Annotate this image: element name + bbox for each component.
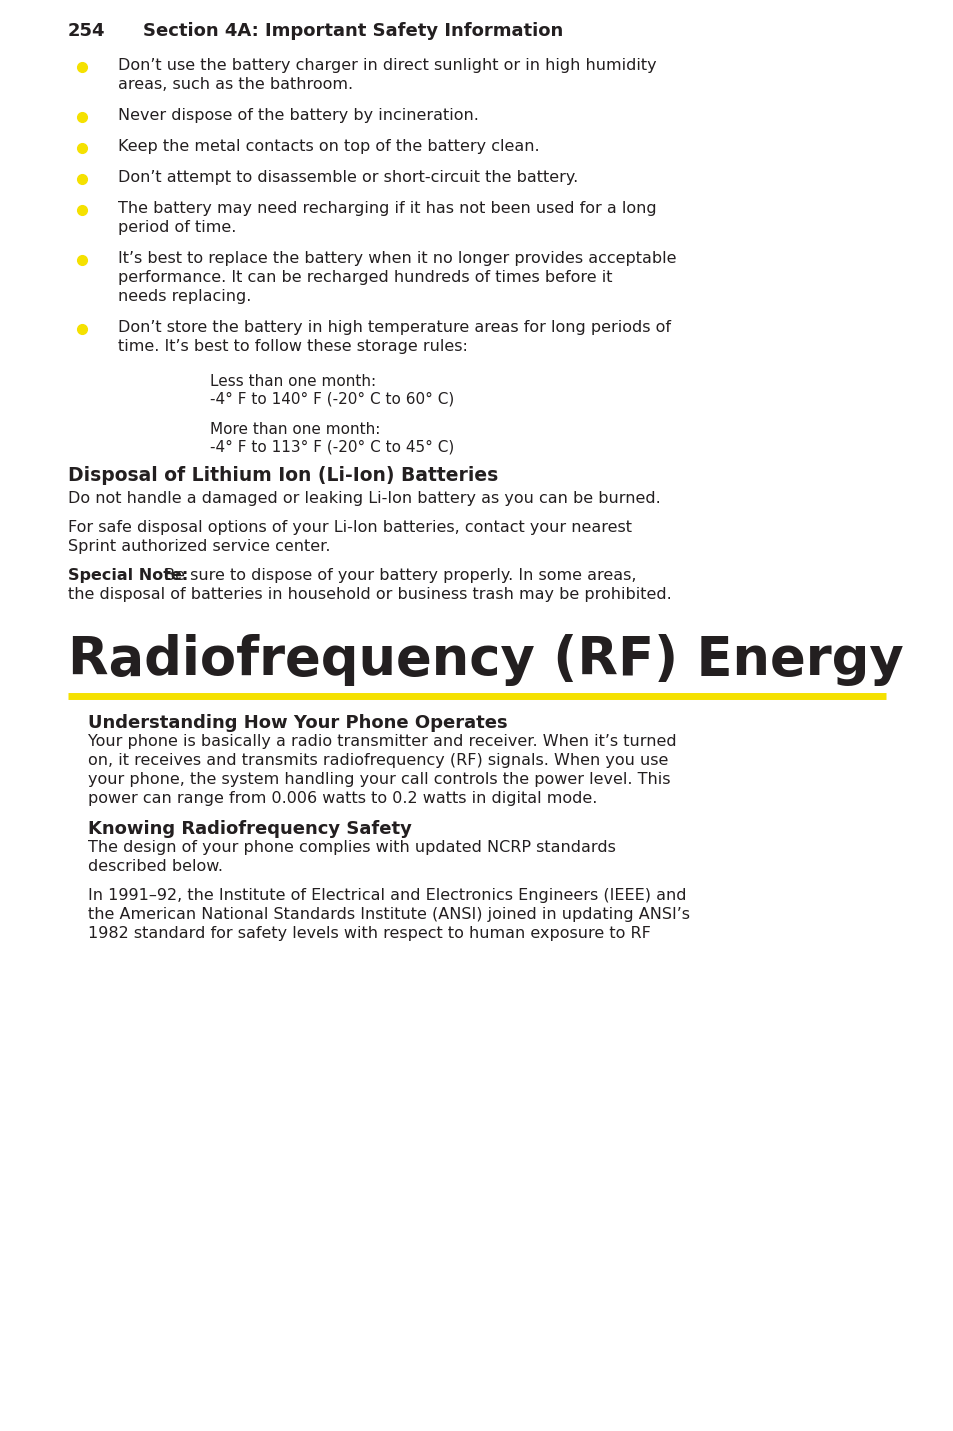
Text: Don’t store the battery in high temperature areas for long periods of: Don’t store the battery in high temperat… xyxy=(118,321,670,335)
Text: performance. It can be recharged hundreds of times before it: performance. It can be recharged hundred… xyxy=(118,270,612,285)
Text: Never dispose of the battery by incineration.: Never dispose of the battery by incinera… xyxy=(118,107,478,123)
Text: Keep the metal contacts on top of the battery clean.: Keep the metal contacts on top of the ba… xyxy=(118,139,539,155)
Text: described below.: described below. xyxy=(88,859,223,874)
Text: power can range from 0.006 watts to 0.2 watts in digital mode.: power can range from 0.006 watts to 0.2 … xyxy=(88,791,597,806)
Text: Do not handle a damaged or leaking Li-Ion battery as you can be burned.: Do not handle a damaged or leaking Li-Io… xyxy=(68,491,660,507)
Text: In 1991–92, the Institute of Electrical and Electronics Engineers (IEEE) and: In 1991–92, the Institute of Electrical … xyxy=(88,889,686,903)
Text: 1982 standard for safety levels with respect to human exposure to RF: 1982 standard for safety levels with res… xyxy=(88,926,650,942)
Text: Radiofrequency (RF) Energy: Radiofrequency (RF) Energy xyxy=(68,634,902,685)
Text: needs replacing.: needs replacing. xyxy=(118,289,251,303)
Text: Be sure to dispose of your battery properly. In some areas,: Be sure to dispose of your battery prope… xyxy=(159,568,636,582)
Text: The design of your phone complies with updated NCRP standards: The design of your phone complies with u… xyxy=(88,840,616,854)
Text: Section 4A: Important Safety Information: Section 4A: Important Safety Information xyxy=(143,21,562,40)
Text: 254: 254 xyxy=(68,21,106,40)
Text: Less than one month:: Less than one month: xyxy=(210,373,375,389)
Text: -4° F to 113° F (-20° C to 45° C): -4° F to 113° F (-20° C to 45° C) xyxy=(210,439,454,455)
Text: It’s best to replace the battery when it no longer provides acceptable: It’s best to replace the battery when it… xyxy=(118,250,676,266)
Text: Disposal of Lithium Ion (Li-Ion) Batteries: Disposal of Lithium Ion (Li-Ion) Batteri… xyxy=(68,467,497,485)
Text: on, it receives and transmits radiofrequency (RF) signals. When you use: on, it receives and transmits radiofrequ… xyxy=(88,753,668,768)
Text: the disposal of batteries in household or business trash may be prohibited.: the disposal of batteries in household o… xyxy=(68,587,671,602)
Text: areas, such as the bathroom.: areas, such as the bathroom. xyxy=(118,77,353,92)
Text: the American National Standards Institute (ANSI) joined in updating ANSI’s: the American National Standards Institut… xyxy=(88,907,689,922)
Text: time. It’s best to follow these storage rules:: time. It’s best to follow these storage … xyxy=(118,339,467,353)
Text: -4° F to 140° F (-20° C to 60° C): -4° F to 140° F (-20° C to 60° C) xyxy=(210,392,454,406)
Text: The battery may need recharging if it has not been used for a long: The battery may need recharging if it ha… xyxy=(118,200,656,216)
Text: your phone, the system handling your call controls the power level. This: your phone, the system handling your cal… xyxy=(88,771,670,787)
Text: Special Note:: Special Note: xyxy=(68,568,188,582)
Text: Don’t attempt to disassemble or short-circuit the battery.: Don’t attempt to disassemble or short-ci… xyxy=(118,170,578,185)
Text: More than one month:: More than one month: xyxy=(210,422,380,436)
Text: Don’t use the battery charger in direct sunlight or in high humidity: Don’t use the battery charger in direct … xyxy=(118,59,656,73)
Text: Sprint authorized service center.: Sprint authorized service center. xyxy=(68,539,330,554)
Text: Understanding How Your Phone Operates: Understanding How Your Phone Operates xyxy=(88,714,507,733)
Text: For safe disposal options of your Li-Ion batteries, contact your nearest: For safe disposal options of your Li-Ion… xyxy=(68,519,631,535)
Text: Your phone is basically a radio transmitter and receiver. When it’s turned: Your phone is basically a radio transmit… xyxy=(88,734,676,748)
Text: period of time.: period of time. xyxy=(118,220,236,235)
Text: Knowing Radiofrequency Safety: Knowing Radiofrequency Safety xyxy=(88,820,412,839)
